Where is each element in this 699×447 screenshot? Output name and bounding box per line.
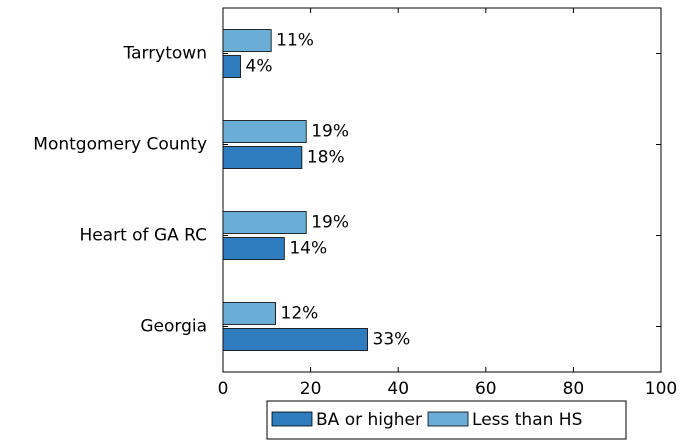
legend-swatch	[427, 411, 469, 427]
bar	[222, 146, 303, 169]
x-tick-label: 100	[645, 379, 677, 399]
x-tick-label: 20	[300, 379, 322, 399]
value-label: 33%	[373, 330, 411, 350]
bar	[222, 237, 285, 260]
bar	[222, 29, 272, 52]
x-tick-label: 40	[387, 379, 409, 399]
x-tick-label: 60	[475, 379, 497, 399]
y-tick-label: Georgia	[140, 317, 207, 337]
legend-label: Less than HS	[472, 410, 582, 430]
value-label: 4%	[246, 57, 273, 77]
value-label: 19%	[311, 213, 349, 233]
value-label: 19%	[311, 122, 349, 142]
y-tick-label: Tarrytown	[123, 44, 207, 64]
bar	[222, 328, 368, 351]
bar	[222, 55, 241, 78]
x-tick-label: 0	[218, 379, 229, 399]
legend-box	[266, 400, 627, 440]
plot-frame	[222, 7, 662, 373]
x-tick-label: 80	[563, 379, 585, 399]
legend-swatch	[271, 411, 313, 427]
value-label: 18%	[307, 148, 345, 168]
bar	[222, 211, 307, 234]
bar	[222, 302, 276, 325]
y-tick-label: Heart of GA RC	[79, 226, 207, 246]
legend-label: BA or higher	[316, 410, 422, 430]
bar	[222, 120, 307, 143]
y-tick-label: Montgomery County	[33, 135, 207, 155]
value-label: 12%	[281, 304, 319, 324]
value-label: 11%	[276, 31, 314, 51]
value-label: 14%	[289, 239, 327, 259]
